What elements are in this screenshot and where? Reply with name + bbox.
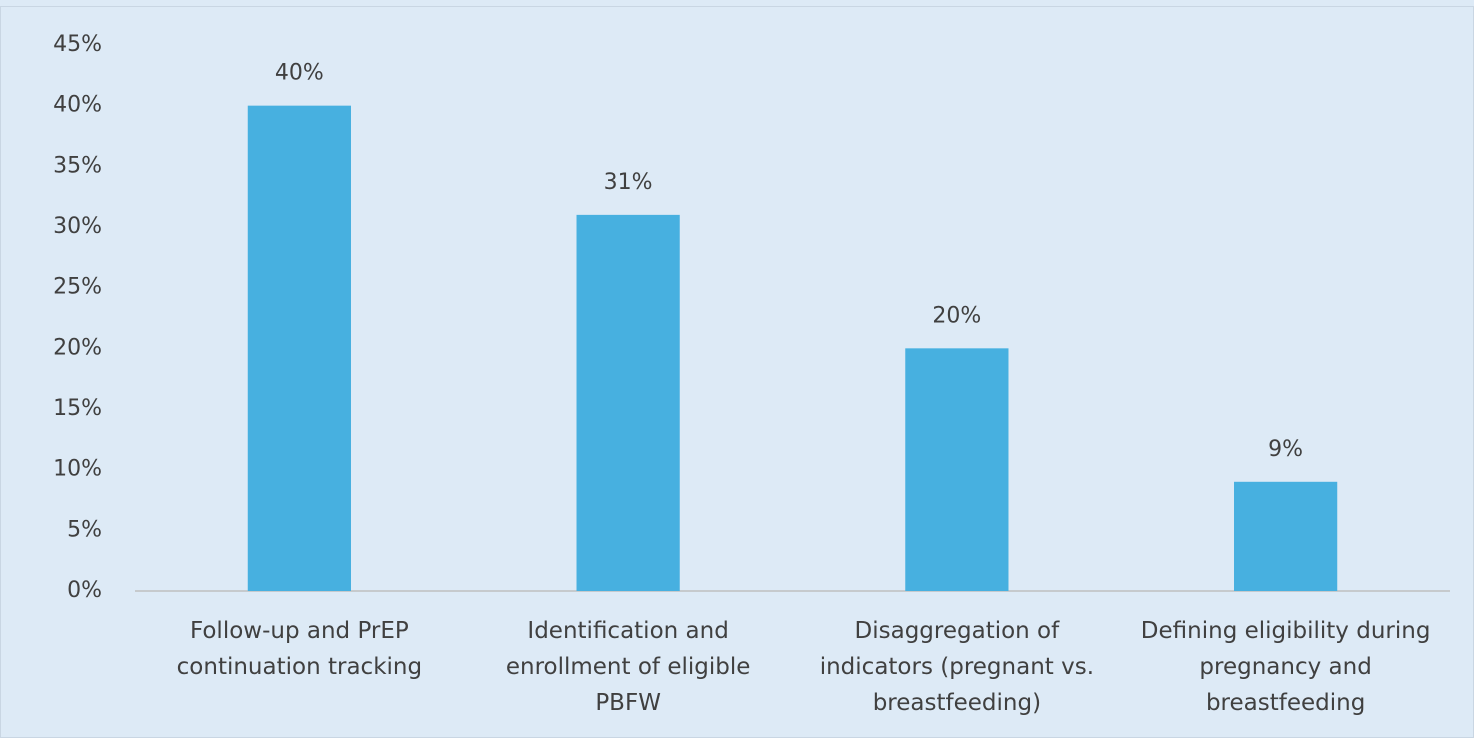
- y-tick-label: 0%: [67, 578, 102, 603]
- y-tick-label: 5%: [67, 517, 102, 542]
- data-label: 31%: [604, 170, 653, 195]
- y-tick-label: 45%: [53, 32, 102, 57]
- x-tick-label: Follow-up and PrEP continuation tracking: [176, 618, 423, 680]
- bar: [905, 348, 1009, 591]
- x-tick-label: Defining eligibility during pregnancy an…: [1140, 618, 1431, 716]
- x-tick-label: Disaggregation of indicators (pregnant v…: [819, 618, 1095, 716]
- y-tick-label: 25%: [53, 275, 102, 300]
- bar: [576, 214, 680, 591]
- bar: [1234, 481, 1338, 591]
- y-tick-label: 30%: [53, 214, 102, 239]
- y-tick-label: 10%: [53, 457, 102, 482]
- data-label: 40%: [275, 61, 324, 86]
- x-tick-label: Identification and enrollment of eligibl…: [505, 618, 751, 716]
- y-tick-label: 20%: [53, 335, 102, 360]
- y-tick-label: 35%: [53, 153, 102, 178]
- data-label: 20%: [932, 303, 981, 328]
- y-tick-label: 15%: [53, 396, 102, 421]
- y-tick-label: 40%: [53, 93, 102, 118]
- data-label: 9%: [1268, 437, 1303, 462]
- bar: [247, 105, 351, 592]
